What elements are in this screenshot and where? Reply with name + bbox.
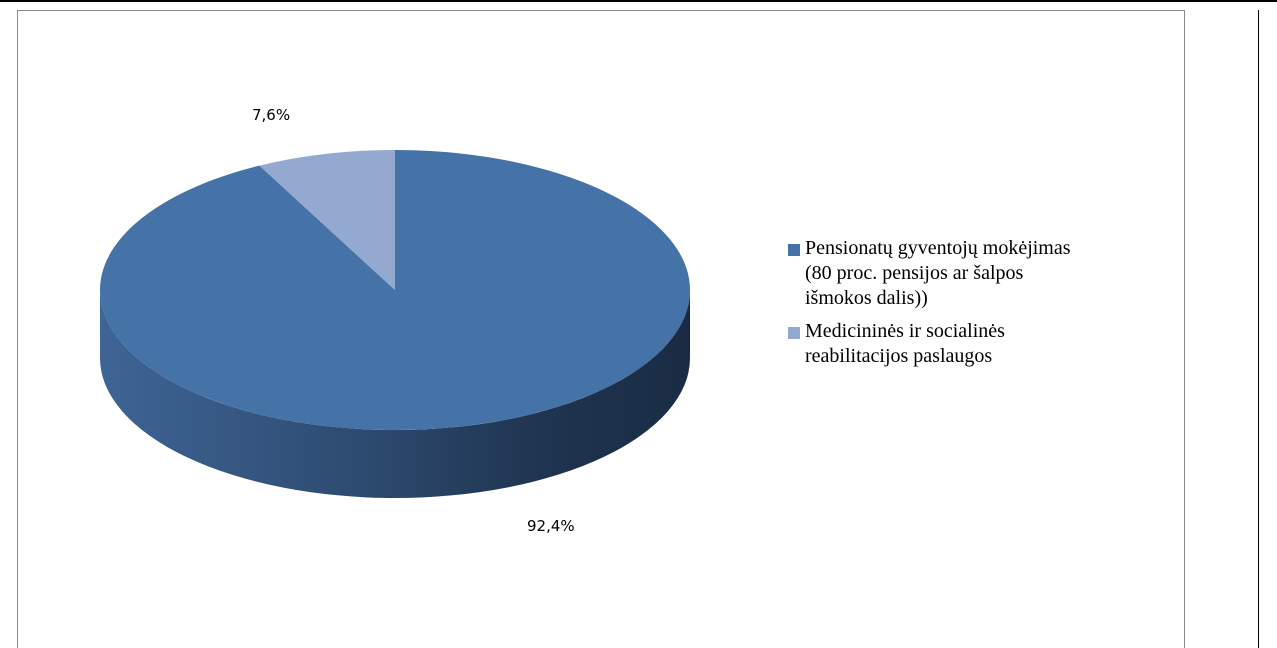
data-label-large-slice: 92,4% (527, 517, 575, 535)
legend-swatch-medicinines (788, 327, 800, 339)
legend-label-line: Pensionatų gyventojų mokėjimas (805, 237, 1071, 259)
pie-slice-medicinines (259, 150, 395, 290)
data-label-small-slice: 7,6% (252, 106, 291, 124)
legend-swatch-pensionatu (788, 244, 800, 256)
pie-side-wall (100, 290, 690, 498)
table-cell-border-right (1258, 10, 1259, 648)
legend-label-line: (80 proc. pensijos ar šalpos (805, 262, 1024, 284)
document-top-rule (0, 0, 1277, 2)
legend-label-line: reabilitacijos paslaugos (805, 345, 993, 367)
legend-item-medicinines: Medicininės ir socialinės reabilitacijos… (788, 319, 1168, 369)
legend-label-line: išmokos dalis)) (805, 287, 928, 309)
legend: Pensionatų gyventojų mokėjimas (80 proc.… (788, 236, 1168, 377)
legend-label-line: Medicininės ir socialinės (805, 320, 1005, 342)
legend-item-pensionatu: Pensionatų gyventojų mokėjimas (80 proc.… (788, 236, 1168, 311)
